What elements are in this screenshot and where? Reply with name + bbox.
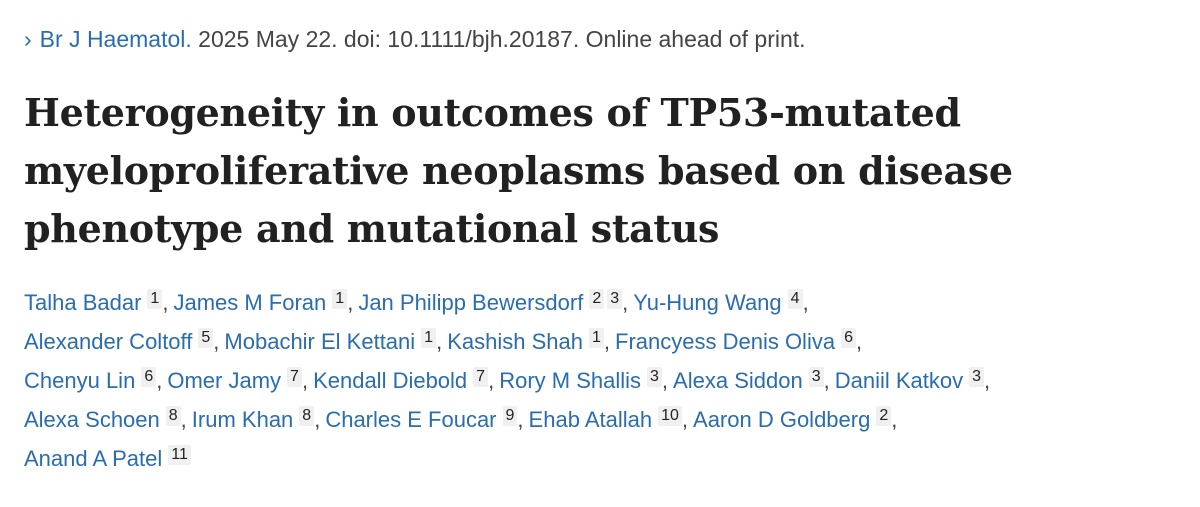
- author-line: Alexander Coltoff 5, Mobachir El Kettani 1,…: [24, 322, 1184, 361]
- author-separator: ,: [347, 290, 354, 316]
- author-name-link[interactable]: Rory M Shallis: [499, 368, 642, 394]
- author-line: Anand A Patel 11: [24, 439, 1184, 478]
- author-separator: ,: [213, 329, 220, 355]
- author-name-link[interactable]: Alexa Siddon: [673, 368, 803, 394]
- article-title: Heterogeneity in outcomes of TP53-mutate…: [24, 84, 1184, 258]
- citation-line: › Br J Haematol. 2025 May 22. doi: 10.111…: [24, 24, 1184, 54]
- affiliation-badge[interactable]: 6: [841, 328, 856, 349]
- affiliation-badge[interactable]: 3: [808, 367, 824, 388]
- author-item: Omer Jamy 7,: [167, 367, 313, 394]
- author-name-link[interactable]: Yu-Hung Wang: [633, 290, 782, 316]
- author-item: Kendall Diebold 7,: [313, 367, 499, 394]
- author-separator: ,: [301, 368, 309, 394]
- author-list: Talha Badar 1, James M Foran 1, Jan Philipp …: [24, 283, 1184, 478]
- affiliation-badge[interactable]: 3: [647, 367, 662, 388]
- author-name-link[interactable]: Aaron D Goldberg: [693, 407, 871, 433]
- author-separator: ,: [984, 368, 991, 394]
- author-separator: ,: [823, 368, 830, 394]
- chevron-right-icon[interactable]: ›: [24, 26, 32, 52]
- author-name-link[interactable]: Kashish Shah: [447, 329, 583, 355]
- author-item: Charles E Foucar 9,: [325, 406, 528, 433]
- author-name-link[interactable]: Kendall Diebold: [313, 368, 468, 394]
- author-separator: ,: [681, 407, 689, 433]
- author-separator: ,: [156, 368, 163, 394]
- affiliation-badge[interactable]: 5: [198, 328, 214, 349]
- author-name-link[interactable]: Alexander Coltoff: [24, 329, 193, 355]
- author-item: Anand A Patel 11: [24, 445, 191, 472]
- author-line: Chenyu Lin 6, Omer Jamy 7, Kendall Diebold 7,…: [24, 361, 1184, 400]
- affiliation-badge[interactable]: 1: [421, 328, 437, 349]
- affiliation-badge[interactable]: 7: [287, 367, 302, 388]
- author-name-link[interactable]: Mobachir El Kettani: [224, 329, 416, 355]
- affiliation-badge[interactable]: 9: [502, 406, 518, 427]
- title-line: Heterogeneity in outcomes of TP53-mutate…: [24, 90, 961, 135]
- author-item: Talha Badar 1,: [24, 289, 173, 316]
- author-separator: ,: [488, 368, 495, 394]
- author-item: Mobachir El Kettani 1,: [224, 328, 447, 355]
- author-item: James M Foran 1,: [173, 289, 358, 316]
- journal-link[interactable]: Br J Haematol.: [39, 26, 192, 52]
- author-name-link[interactable]: Francyess Denis Oliva: [615, 329, 836, 355]
- author-name-link[interactable]: Anand A Patel: [24, 446, 163, 472]
- author-item: Chenyu Lin 6,: [24, 367, 167, 394]
- author-item: Alexa Siddon 3,: [673, 367, 835, 394]
- affiliation-badge[interactable]: 8: [165, 406, 181, 427]
- affiliation-badge[interactable]: 2: [876, 406, 892, 427]
- author-item: Aaron D Goldberg 2,: [693, 406, 902, 433]
- author-name-link[interactable]: Omer Jamy: [167, 368, 282, 394]
- citation-details: 2025 May 22. doi: 10.1111/bjh.20187. Onl…: [191, 26, 806, 52]
- author-name-link[interactable]: Alexa Schoen: [24, 407, 160, 433]
- affiliation-badge[interactable]: 3: [607, 289, 623, 310]
- author-item: Jan Philipp Bewersdorf 2 3,: [358, 289, 633, 316]
- author-name-link[interactable]: Daniil Katkov: [834, 368, 964, 394]
- author-item: Alexa Schoen 8,: [24, 406, 192, 433]
- author-separator: ,: [802, 290, 809, 316]
- author-separator: ,: [661, 368, 669, 394]
- title-line: myeloproliferative neoplasms based on di…: [24, 148, 1013, 193]
- author-name-link[interactable]: Jan Philipp Bewersdorf: [358, 290, 584, 316]
- author-separator: ,: [622, 290, 629, 316]
- affiliation-badge[interactable]: 1: [588, 328, 604, 349]
- author-item: Ehab Atallah 10,: [528, 406, 693, 433]
- author-separator: ,: [314, 407, 321, 433]
- author-item: Kashish Shah 1,: [447, 328, 615, 355]
- title-line: phenotype and mutational status: [24, 206, 720, 251]
- affiliation-badge[interactable]: 2: [589, 289, 605, 310]
- author-name-link[interactable]: Irum Khan: [191, 407, 294, 433]
- author-separator: ,: [855, 329, 863, 355]
- author-item: Rory M Shallis 3,: [499, 367, 673, 394]
- affiliation-badge[interactable]: 8: [299, 406, 315, 427]
- author-name-link[interactable]: Ehab Atallah: [528, 407, 653, 433]
- author-separator: ,: [517, 407, 524, 433]
- affiliation-badge[interactable]: 1: [332, 289, 348, 310]
- author-item: Yu-Hung Wang 4,: [633, 289, 813, 316]
- author-name-link[interactable]: Talha Badar: [24, 290, 142, 316]
- affiliation-badge[interactable]: 10: [658, 406, 682, 427]
- author-name-link[interactable]: James M Foran: [173, 290, 327, 316]
- author-separator: ,: [603, 329, 610, 355]
- author-item: Francyess Denis Oliva 6,: [615, 328, 867, 355]
- affiliation-badge[interactable]: 6: [141, 367, 157, 388]
- affiliation-badge[interactable]: 7: [473, 367, 489, 388]
- author-name-link[interactable]: Charles E Foucar: [325, 407, 497, 433]
- affiliation-badge[interactable]: 4: [787, 289, 803, 310]
- author-separator: ,: [162, 290, 169, 316]
- author-item: Alexander Coltoff 5,: [24, 328, 224, 355]
- affiliation-badge[interactable]: 1: [147, 289, 163, 310]
- author-item: Daniil Katkov 3,: [834, 367, 995, 394]
- author-line: Talha Badar 1, James M Foran 1, Jan Philipp …: [24, 283, 1184, 322]
- author-separator: ,: [891, 407, 898, 433]
- affiliation-badge[interactable]: 11: [168, 445, 191, 466]
- affiliation-badge[interactable]: 3: [969, 367, 985, 388]
- author-name-link[interactable]: Chenyu Lin: [24, 368, 136, 394]
- author-item: Irum Khan 8,: [191, 406, 326, 433]
- author-separator: ,: [436, 329, 443, 355]
- article-header: › Br J Haematol. 2025 May 22. doi: 10.111…: [24, 24, 1184, 478]
- author-separator: ,: [180, 407, 187, 433]
- author-line: Alexa Schoen 8, Irum Khan 8, Charles E Fouca…: [24, 400, 1184, 439]
